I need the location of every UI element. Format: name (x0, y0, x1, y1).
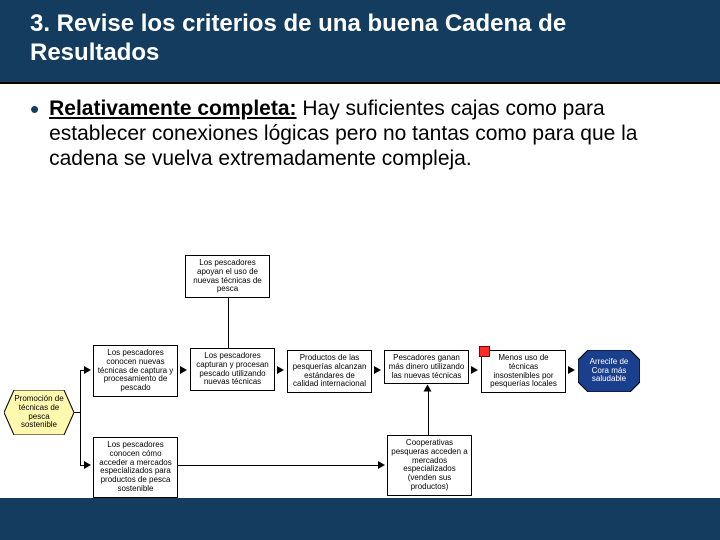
bullet-dot-icon: • (30, 98, 39, 121)
node-hex-start: Promoción de técnicas de pesca sostenibl… (4, 390, 74, 435)
node-goal-octagon: Arrecife de Cora más saludable (578, 350, 640, 392)
node-n1: Los pescadores conocen nuevas técnicas d… (93, 345, 178, 397)
node-top-support: Los pescadores apoyan el uso de nuevas t… (185, 255, 270, 298)
node-n4: Pescadores ganan más dinero utilizando l… (384, 350, 469, 384)
red-marker-icon (479, 346, 490, 357)
bullet-text: Relativamente completa: Hay suficientes … (49, 96, 690, 172)
edge-b2-to-n4 (428, 390, 429, 435)
node-n5: Menos uso de técnicas insostenibles por … (481, 350, 566, 393)
node-n2: Los pescadores capturan y procesan pesca… (190, 348, 275, 391)
arrow-icon (84, 366, 91, 374)
arrow-icon (277, 366, 284, 374)
results-chain-diagram: Los pescadores apoyan el uso de nuevas t… (0, 280, 720, 500)
arrow-icon (374, 366, 381, 374)
node-b2: Cooperativas pesqueras acceden a mercado… (387, 435, 472, 496)
bottom-band (0, 498, 720, 540)
bullet-item: • Relativamente completa: Hay suficiente… (30, 96, 690, 172)
edge-top-to-n2 (228, 297, 229, 349)
arrow-icon (84, 461, 91, 469)
arrow-icon (180, 366, 187, 374)
title-band: 3. Revise los criterios de una buena Cad… (0, 0, 720, 84)
arrow-icon (568, 366, 575, 374)
connector-line (80, 370, 81, 465)
arrow-up-icon (424, 385, 432, 392)
content-area: • Relativamente completa: Hay suficiente… (0, 84, 720, 182)
arrow-icon (378, 461, 385, 469)
connector-line (178, 465, 378, 466)
node-n3: Productos de las pesquerías alcanzan est… (287, 350, 372, 393)
bullet-lead: Relativamente completa: (49, 97, 296, 120)
arrow-icon (471, 366, 478, 374)
slide-title: 3. Revise los criterios de una buena Cad… (30, 10, 566, 66)
node-b1: Los pescadores conocen cómo acceder a me… (93, 437, 178, 498)
